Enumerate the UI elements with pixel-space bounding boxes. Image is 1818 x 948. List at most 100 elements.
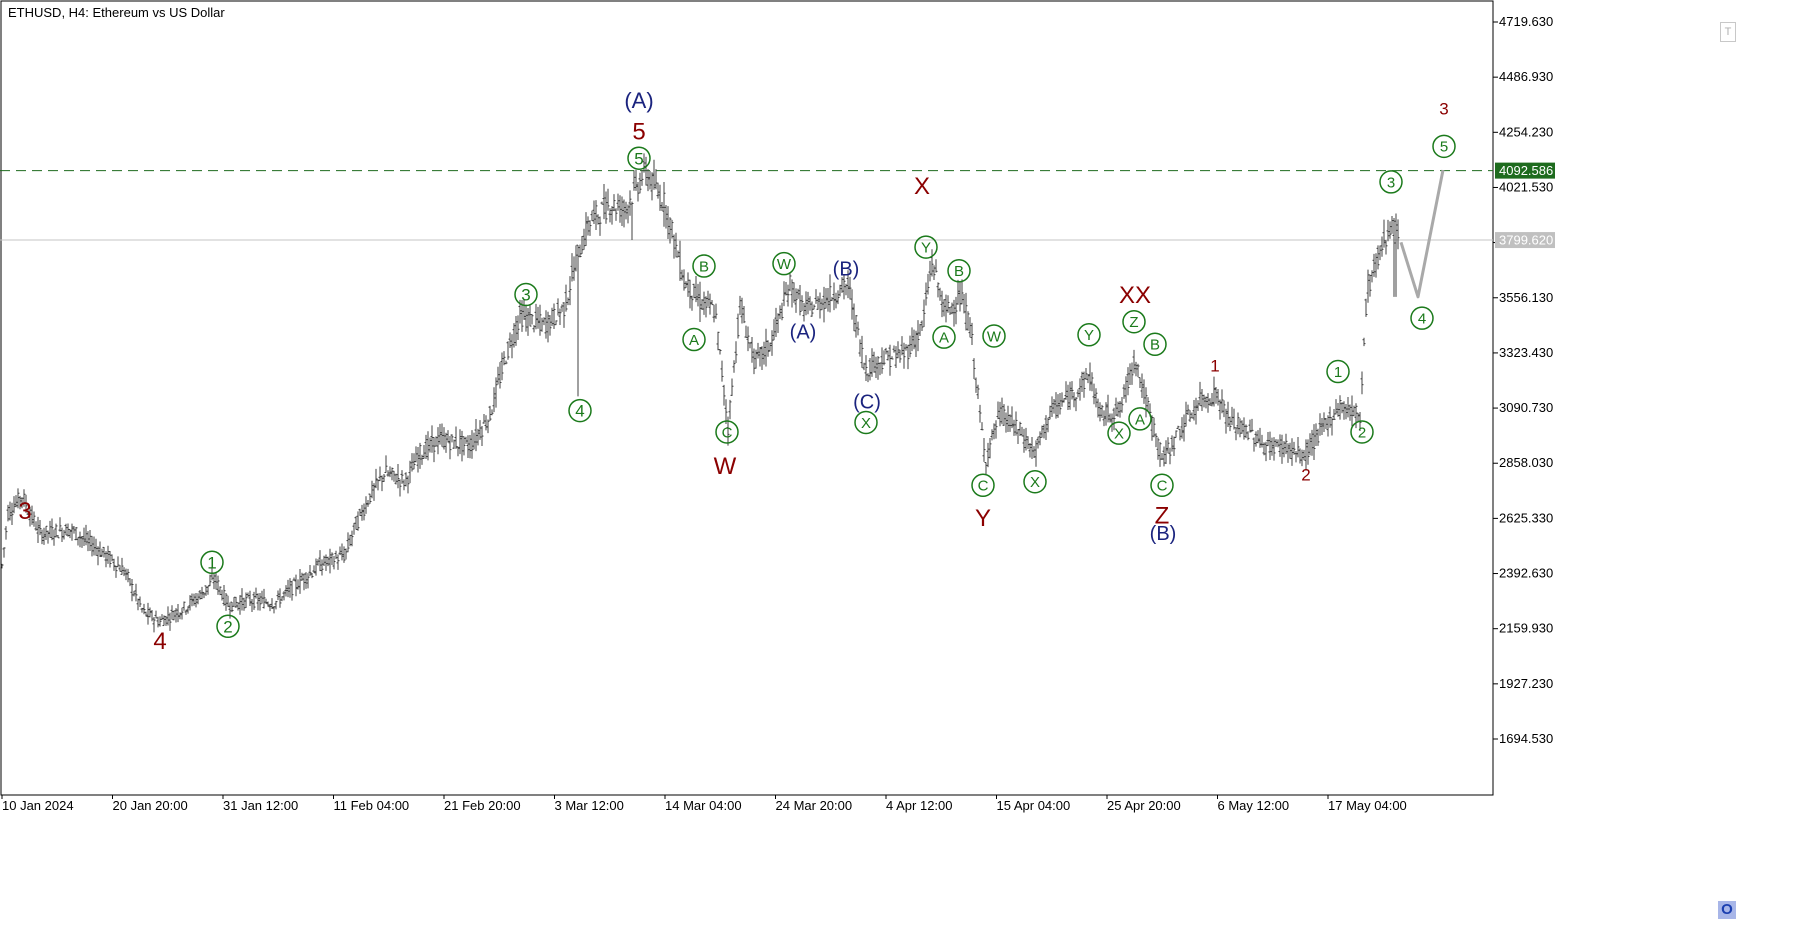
price-bar [1026,436,1030,450]
price-bar [448,435,452,460]
price-bar [926,273,930,295]
price-bar [340,543,344,561]
price-bar [476,428,480,446]
price-bar [154,610,158,619]
price-bar [468,434,472,459]
price-bar [704,296,708,318]
price-bar [288,578,292,598]
price-bar [1272,437,1276,461]
price-bar [1104,402,1108,426]
price-bar [916,320,920,352]
price-bar [884,347,888,355]
price-bar [1048,405,1052,420]
price-bar [1294,451,1298,463]
price-bar [36,516,40,543]
price-bar [1086,374,1090,384]
price-bar [708,293,712,315]
wave-label-circled: 4 [568,398,592,423]
price-bar [568,276,572,306]
wave-label: (C) [853,391,881,413]
price-bar [1228,416,1232,432]
price-bar [172,610,176,621]
price-bar [152,617,156,633]
price-bar [574,245,578,272]
price-bar [148,607,152,618]
price-bar [786,284,790,307]
price-bar [694,275,698,303]
price-bar [1396,219,1400,250]
price-bar [1308,433,1312,456]
price-bar [304,572,308,589]
price-bar [1238,418,1242,438]
resistance-level[interactable]: 4092.586 [0,162,1555,179]
price-bar [262,588,266,609]
x-tick-label: 24 Mar 20:00 [776,798,853,813]
price-bar [1226,401,1230,427]
price-bar [258,593,262,611]
price-bar [34,521,38,531]
price-bar [1158,441,1162,467]
price-bar [1096,398,1100,418]
price-bar [768,342,772,352]
x-tick-label: 31 Jan 12:00 [223,798,298,813]
wave-label-text: W [777,256,792,273]
projection-path [1399,169,1445,299]
price-bar [342,546,346,563]
chart-top-button[interactable]: T [1720,22,1736,42]
wave-label-text: A [939,330,949,347]
price-bar [296,579,300,590]
price-bar [42,527,46,545]
price-bar [1390,215,1394,234]
price-bar [802,302,806,322]
wave-label-text: 3 [18,498,31,525]
price-bar [1098,402,1102,422]
wave-label-text: 4 [1418,311,1426,328]
price-bar [336,554,340,570]
price-bar [778,305,782,320]
price-bar [1172,436,1176,457]
price-bar [76,537,80,546]
price-bar [234,596,238,608]
price-bar [38,520,42,536]
price-bar [584,212,588,247]
wave-label-text: A [1135,411,1145,428]
price-bar [1392,217,1396,297]
price-bar [498,362,502,389]
price-bar [1112,407,1116,431]
price-bar [560,304,564,312]
price-bar [16,488,20,509]
price-bar [424,434,428,459]
price-bar [1202,394,1206,408]
price-bar [470,430,474,459]
price-bar [116,556,120,568]
price-bar [1130,362,1134,385]
price-bar [1136,363,1140,378]
price-bar [838,284,842,297]
price-bar [664,205,668,229]
price-bar [488,405,492,422]
price-bar [346,532,350,553]
chart-corner-button[interactable]: O [1718,901,1736,919]
price-bar [914,330,918,358]
price-bar [1114,397,1118,417]
current-price-level[interactable]: 3799.620 [0,232,1555,249]
price-bar [1034,440,1038,467]
price-bars [0,153,1400,633]
price-bar [1348,404,1352,421]
price-bar [682,269,686,291]
price-bar [1268,431,1272,461]
price-bar [128,578,132,587]
price-bar [1284,433,1288,455]
price-bar [1156,437,1160,460]
price-bar [1216,388,1220,406]
price-bar [282,591,286,601]
wave-label-circled: A [1128,407,1152,431]
price-bar [668,217,672,244]
price-bar [780,302,784,321]
price-bar [1024,427,1028,451]
price-bar [56,535,60,539]
price-bar [46,530,50,544]
price-bar [396,464,400,489]
x-tick-label: 15 Apr 04:00 [997,798,1071,813]
